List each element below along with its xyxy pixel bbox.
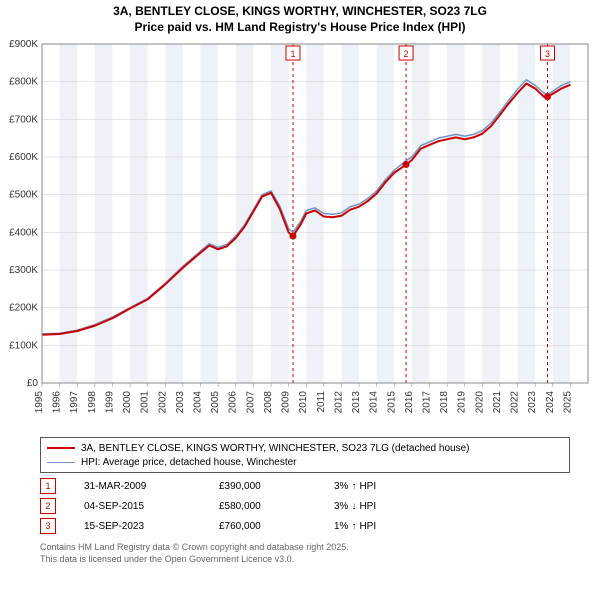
svg-text:2000: 2000 xyxy=(122,391,133,414)
arrow-up-icon: ↑ xyxy=(351,481,356,492)
arrow-up-icon: ↑ xyxy=(351,521,356,532)
event-price: £760,000 xyxy=(219,521,334,532)
svg-text:2021: 2021 xyxy=(492,391,503,414)
svg-text:2014: 2014 xyxy=(369,391,380,414)
svg-text:£400K: £400K xyxy=(9,227,38,238)
svg-text:2005: 2005 xyxy=(210,391,221,414)
svg-text:2024: 2024 xyxy=(545,391,556,414)
svg-text:£700K: £700K xyxy=(9,114,38,125)
svg-text:2008: 2008 xyxy=(263,391,274,414)
svg-text:£600K: £600K xyxy=(9,152,38,163)
event-marker: 2 xyxy=(40,498,56,514)
footnote-line-1: Contains HM Land Registry data © Crown c… xyxy=(40,542,349,554)
event-date: 15-SEP-2023 xyxy=(84,521,219,532)
events-table: 1 31-MAR-2009£390,0003% ↑ HPI 2 04-SEP-2015… xyxy=(40,476,570,536)
svg-text:£800K: £800K xyxy=(9,77,38,88)
chart-plot: £0 £100K £200K £300K £400K £500K £600K £700K £80… xyxy=(0,38,600,433)
legend-item-hpi: HPI: Average price, detached house, Winc… xyxy=(47,455,563,469)
event-price: £580,000 xyxy=(219,501,334,512)
svg-text:2003: 2003 xyxy=(175,391,186,414)
legend-swatch-property xyxy=(47,447,75,449)
svg-text:2017: 2017 xyxy=(421,391,432,414)
event-change: 3% ↓ HPI xyxy=(334,501,376,512)
svg-text:1: 1 xyxy=(290,49,295,59)
event-date: 04-SEP-2015 xyxy=(84,501,219,512)
chart-title: 3A, BENTLEY CLOSE, KINGS WORTHY, WINCHES… xyxy=(0,0,600,35)
svg-text:2019: 2019 xyxy=(457,391,468,414)
svg-text:2001: 2001 xyxy=(140,391,151,414)
svg-text:3: 3 xyxy=(545,49,550,59)
svg-text:2025: 2025 xyxy=(562,391,573,414)
svg-text:1995: 1995 xyxy=(34,391,45,414)
legend-label-hpi: HPI: Average price, detached house, Winc… xyxy=(81,457,297,468)
svg-text:£900K: £900K xyxy=(9,39,38,50)
svg-text:2013: 2013 xyxy=(351,391,362,414)
svg-text:2007: 2007 xyxy=(245,391,256,414)
legend: 3A, BENTLEY CLOSE, KINGS WORTHY, WINCHES… xyxy=(40,437,570,473)
svg-text:1997: 1997 xyxy=(69,391,80,414)
svg-text:£0: £0 xyxy=(27,378,39,389)
svg-text:2002: 2002 xyxy=(157,391,168,414)
svg-text:£200K: £200K xyxy=(9,303,38,314)
svg-text:£300K: £300K xyxy=(9,265,38,276)
svg-text:1996: 1996 xyxy=(52,391,63,414)
svg-text:2004: 2004 xyxy=(193,391,204,414)
svg-text:£500K: £500K xyxy=(9,190,38,201)
footnote-line-2: This data is licensed under the Open Gov… xyxy=(40,554,349,566)
svg-text:£100K: £100K xyxy=(9,340,38,351)
svg-text:2010: 2010 xyxy=(298,391,309,414)
svg-text:2011: 2011 xyxy=(316,391,327,413)
svg-text:2015: 2015 xyxy=(386,391,397,414)
legend-label-property: 3A, BENTLEY CLOSE, KINGS WORTHY, WINCHES… xyxy=(81,443,469,454)
event-change: 1% ↑ HPI xyxy=(334,521,376,532)
svg-text:2012: 2012 xyxy=(333,391,344,414)
svg-text:2009: 2009 xyxy=(281,391,292,414)
svg-text:1998: 1998 xyxy=(87,391,98,414)
svg-text:2: 2 xyxy=(404,49,409,59)
title-line-1: 3A, BENTLEY CLOSE, KINGS WORTHY, WINCHES… xyxy=(0,4,600,20)
legend-item-property: 3A, BENTLEY CLOSE, KINGS WORTHY, WINCHES… xyxy=(47,441,563,455)
event-row: 1 31-MAR-2009£390,0003% ↑ HPI xyxy=(40,476,570,496)
arrow-down-icon: ↓ xyxy=(351,501,356,512)
svg-text:1999: 1999 xyxy=(104,391,115,414)
event-date: 31-MAR-2009 xyxy=(84,481,219,492)
event-row: 2 04-SEP-2015£580,0003% ↓ HPI xyxy=(40,496,570,516)
svg-text:2006: 2006 xyxy=(228,391,239,414)
event-price: £390,000 xyxy=(219,481,334,492)
svg-text:2023: 2023 xyxy=(527,391,538,414)
svg-text:2016: 2016 xyxy=(404,391,415,414)
event-change: 3% ↑ HPI xyxy=(334,481,376,492)
event-marker: 3 xyxy=(40,518,56,534)
footnote: Contains HM Land Registry data © Crown c… xyxy=(40,542,349,565)
svg-text:2022: 2022 xyxy=(510,391,521,414)
svg-text:2018: 2018 xyxy=(439,391,450,414)
legend-swatch-hpi xyxy=(47,462,75,463)
event-row: 3 15-SEP-2023£760,0001% ↑ HPI xyxy=(40,516,570,536)
svg-text:2020: 2020 xyxy=(474,391,485,414)
chart-container: 3A, BENTLEY CLOSE, KINGS WORTHY, WINCHES… xyxy=(0,0,600,590)
event-marker: 1 xyxy=(40,478,56,494)
chart-svg: £0 £100K £200K £300K £400K £500K £600K £700K £80… xyxy=(0,38,600,433)
title-line-2: Price paid vs. HM Land Registry's House … xyxy=(0,20,600,36)
